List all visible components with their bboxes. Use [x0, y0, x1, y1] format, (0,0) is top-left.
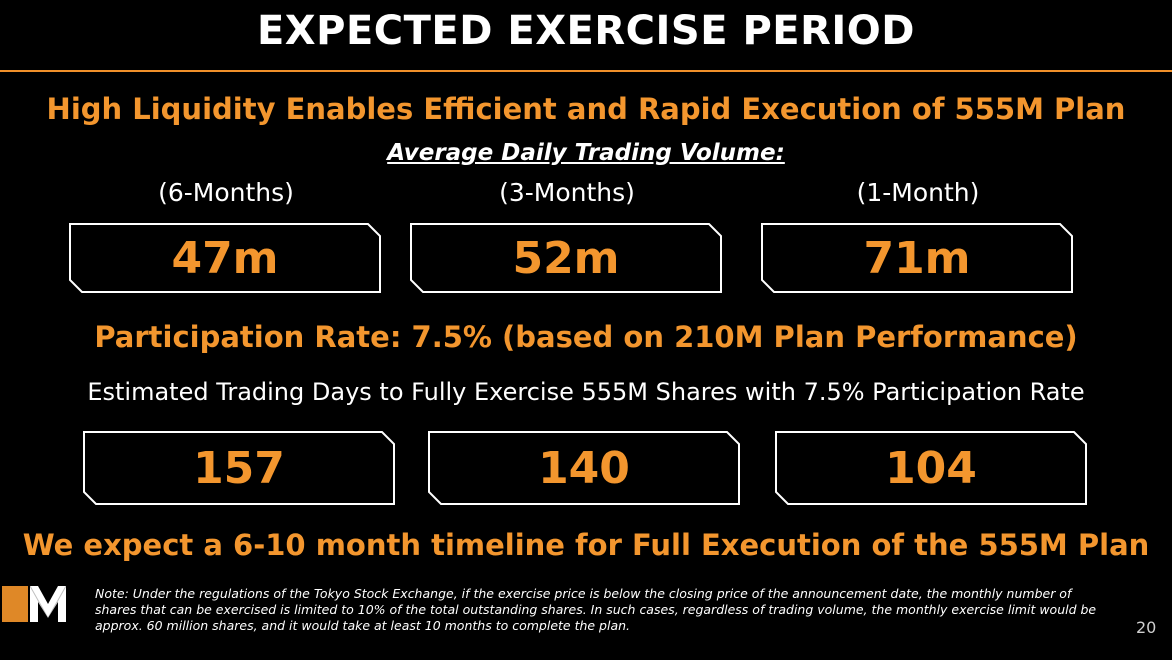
- volume-box-frame: [69, 223, 381, 293]
- estimate-heading: Estimated Trading Days to Fully Exercise…: [87, 378, 1085, 406]
- volume-box-frame: [410, 223, 722, 293]
- days-box-frame: [775, 431, 1087, 505]
- timeline-expectation: We expect a 6-10 month timeline for Full…: [22, 528, 1150, 562]
- footnote: Note: Under the regulations of the Tokyo…: [95, 586, 1097, 633]
- slide-subtitle: High Liquidity Enables Efficient and Rap…: [46, 92, 1126, 126]
- volume-value-1-month: 71m: [863, 232, 971, 284]
- period-label-1-month: (1-Month): [856, 178, 980, 207]
- days-value-6-months: 157: [193, 442, 285, 494]
- days-value-3-months: 140: [538, 442, 630, 494]
- volume-box-6-months: 47m: [69, 223, 381, 293]
- days-box-frame: [83, 431, 395, 505]
- participation-rate: Participation Rate: 7.5% (based on 210M …: [94, 320, 1078, 354]
- period-label-6-months: (6-Months): [158, 178, 294, 207]
- volume-box-3-months: 52m: [410, 223, 722, 293]
- days-value-1-month: 104: [885, 442, 977, 494]
- company-logo: [2, 582, 70, 624]
- page-number: 20: [1136, 618, 1157, 637]
- volume-value-3-months: 52m: [512, 232, 620, 284]
- period-label-3-months: (3-Months): [499, 178, 635, 207]
- slide-title: EXPECTED EXERCISE PERIOD: [256, 8, 915, 54]
- days-box-frame: [428, 431, 740, 505]
- volume-value-6-months: 47m: [171, 232, 279, 284]
- volume-box-frame: [761, 223, 1073, 293]
- days-box-6-months: 157: [83, 431, 395, 505]
- title-divider: [0, 70, 1172, 72]
- adv-heading: Average Daily Trading Volume:: [387, 140, 785, 166]
- days-box-1-month: 104: [775, 431, 1087, 505]
- days-box-3-months: 140: [428, 431, 740, 505]
- volume-box-1-month: 71m: [761, 223, 1073, 293]
